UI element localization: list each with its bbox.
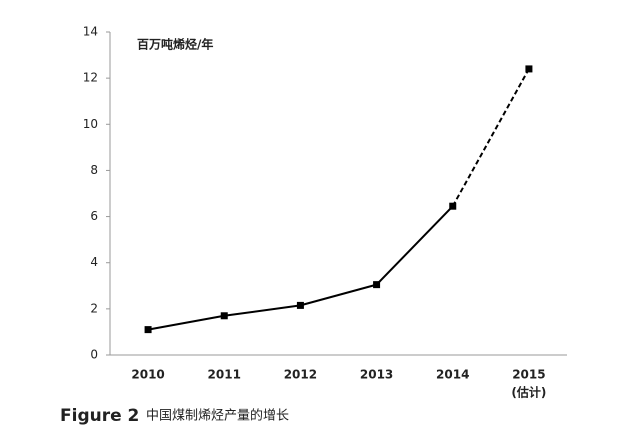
y-tick-label: 14 — [83, 25, 98, 39]
figure-label: Figure 2 — [60, 406, 139, 426]
caption: 中国煤制烯烃产量的增长 — [146, 408, 289, 424]
x-tick-label: 2012 — [284, 368, 317, 382]
line-segment — [300, 283, 377, 307]
line-segment — [451, 68, 530, 207]
line-segment — [147, 314, 225, 331]
x-tick-label: 2013 — [360, 368, 393, 382]
y-axis-label: 百万吨烯烃/年 — [137, 37, 213, 52]
x-tick-label: 2014 — [436, 368, 469, 382]
point-marker — [373, 281, 381, 289]
y-tick-label: 8 — [90, 163, 98, 177]
x-tick-sublabel: (估计) — [511, 385, 546, 400]
x-tick-label: 2015 — [512, 368, 545, 382]
line-segment — [375, 205, 454, 286]
y-tick-label: 4 — [90, 255, 98, 269]
point-marker — [296, 301, 304, 309]
point-marker — [525, 65, 533, 73]
y-tick-label: 2 — [90, 301, 98, 315]
y-tick-label: 10 — [83, 117, 98, 131]
point-marker — [449, 202, 457, 210]
line-segment — [224, 304, 301, 317]
x-tick-label: 2011 — [208, 368, 241, 382]
point-marker — [220, 312, 228, 320]
y-tick-label: 12 — [83, 71, 98, 85]
y-tick-label: 0 — [90, 348, 98, 362]
y-tick-label: 6 — [90, 209, 98, 223]
point-marker — [144, 326, 152, 334]
x-tick-label: 2010 — [131, 368, 164, 382]
